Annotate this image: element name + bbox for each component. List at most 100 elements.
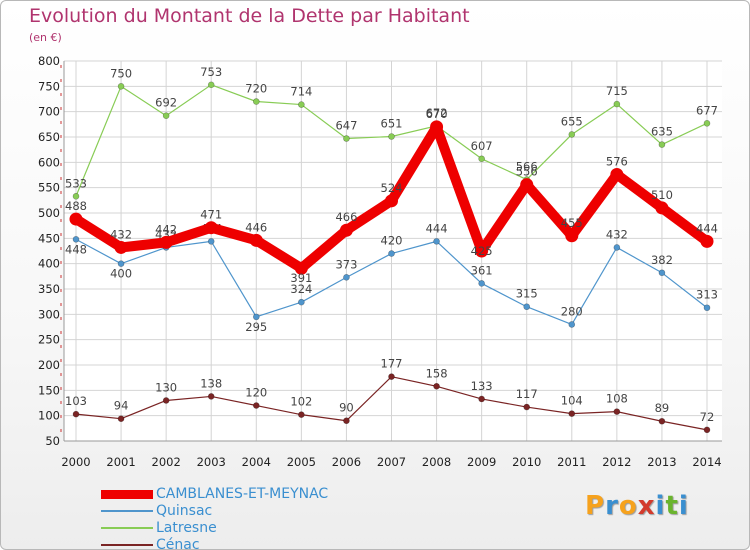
data-point — [343, 135, 350, 142]
y-tick-label: 500 — [38, 206, 60, 220]
data-point — [72, 192, 80, 200]
data-point — [252, 98, 260, 105]
data-label: 672 — [426, 106, 448, 120]
data-point — [565, 229, 579, 243]
x-tick-label: 2007 — [377, 455, 406, 469]
data-label: 635 — [651, 125, 673, 139]
data-point — [520, 178, 534, 192]
data-point — [339, 223, 353, 237]
logo-letter: i — [655, 491, 666, 521]
data-point — [613, 244, 621, 251]
x-tick-label: 2009 — [467, 455, 496, 469]
y-tick-label: 300 — [38, 307, 60, 321]
legend-swatch — [101, 527, 153, 529]
data-label: 391 — [290, 271, 312, 285]
data-label: 576 — [606, 154, 628, 168]
chart-title: Evolution du Montant de la Dette par Hab… — [29, 5, 470, 27]
data-point — [703, 426, 711, 434]
data-label: 158 — [426, 366, 448, 380]
x-tick-label: 2010 — [512, 455, 541, 469]
y-tick-label: 250 — [38, 333, 60, 347]
data-point — [388, 373, 395, 380]
data-label: 466 — [335, 210, 357, 224]
data-point — [613, 408, 621, 415]
logo-letter: o — [618, 491, 638, 521]
data-point — [114, 240, 128, 254]
x-tick-label: 2011 — [557, 455, 586, 469]
y-tick-label: 800 — [38, 54, 60, 68]
y-tick-label: 650 — [38, 130, 60, 144]
data-label: 444 — [696, 221, 718, 235]
data-label: 651 — [381, 116, 403, 130]
legend-label: Latresne — [156, 520, 217, 536]
data-label: 432 — [606, 227, 628, 241]
data-label: 117 — [516, 387, 538, 401]
data-label: 442 — [155, 222, 177, 236]
data-label: 280 — [561, 304, 583, 318]
data-point — [658, 417, 666, 425]
data-label: 130 — [155, 380, 177, 394]
data-point — [117, 83, 125, 90]
data-label: 425 — [471, 244, 493, 258]
x-tick-label: 2006 — [332, 455, 361, 469]
x-tick-label: 2014 — [692, 455, 721, 469]
x-tick-label: 2003 — [197, 455, 226, 469]
data-label: 714 — [290, 85, 312, 99]
data-point — [478, 155, 485, 163]
x-tick-label: 2012 — [602, 455, 631, 469]
x-tick-label: 2000 — [61, 455, 90, 469]
data-label: 448 — [65, 242, 87, 256]
x-tick-label: 2004 — [242, 455, 271, 469]
data-point — [658, 269, 666, 277]
data-label: 102 — [290, 395, 312, 409]
data-point — [72, 410, 80, 418]
data-label: 420 — [381, 234, 403, 248]
data-point — [703, 304, 711, 312]
data-point — [343, 417, 350, 425]
data-point — [703, 120, 711, 127]
data-point — [298, 101, 305, 108]
data-label: 94 — [114, 399, 129, 413]
data-label: 677 — [696, 103, 718, 117]
data-point — [249, 233, 263, 247]
data-point — [298, 411, 305, 418]
data-point — [523, 303, 531, 311]
data-label: 400 — [110, 267, 132, 281]
data-label: 432 — [110, 227, 132, 241]
data-label: 295 — [245, 320, 267, 334]
data-point — [655, 201, 669, 215]
data-point — [658, 141, 666, 148]
data-point — [433, 382, 440, 390]
data-label: 750 — [110, 66, 132, 80]
legend-label: Cénac — [156, 537, 200, 550]
x-tick-label: 2005 — [287, 455, 316, 469]
data-point — [162, 397, 170, 404]
legend-label: Quinsac — [156, 503, 213, 519]
logo-letter: r — [605, 491, 619, 521]
y-tick-label: 700 — [38, 105, 60, 119]
data-label: 133 — [471, 379, 493, 393]
logo-letter: P — [585, 491, 606, 521]
data-label: 556 — [516, 165, 538, 179]
data-label: 510 — [651, 188, 673, 202]
data-label: 715 — [606, 84, 628, 98]
legend-swatch — [101, 544, 153, 546]
data-label: 72 — [700, 410, 715, 424]
data-label: 90 — [339, 401, 354, 415]
data-label: 455 — [561, 216, 583, 230]
data-point — [388, 250, 395, 257]
data-point — [433, 238, 440, 245]
data-point — [568, 131, 576, 138]
legend-swatch — [101, 510, 153, 512]
data-point — [613, 100, 621, 108]
data-point — [475, 244, 489, 258]
data-point — [478, 395, 485, 403]
data-point — [252, 402, 260, 409]
y-tick-label: 150 — [38, 383, 60, 397]
legend-swatch — [101, 489, 153, 499]
x-tick-label: 2013 — [647, 455, 676, 469]
data-label: 720 — [245, 82, 267, 96]
data-point — [478, 280, 485, 287]
data-point — [568, 410, 576, 417]
